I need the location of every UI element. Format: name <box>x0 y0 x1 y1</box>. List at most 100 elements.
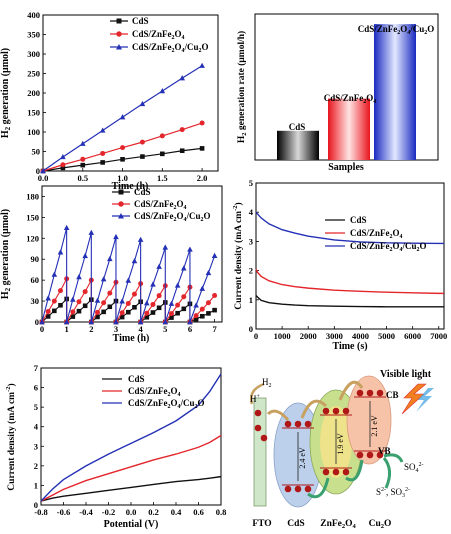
data-point <box>40 168 46 174</box>
data-point <box>80 162 86 168</box>
data-point <box>181 306 187 312</box>
data-point <box>179 75 186 81</box>
data-point <box>150 281 156 287</box>
light-bolt-icon-2 <box>416 388 434 412</box>
data-point <box>119 298 125 304</box>
panel-e-xlabel: Potential (V) <box>104 519 159 530</box>
x-tick-label: 0.5 <box>77 173 88 183</box>
data-point <box>175 310 180 316</box>
series-line <box>255 211 444 245</box>
panel-a-ylabel: H2 generation (μmol) <box>0 48 12 138</box>
series-line <box>40 373 222 502</box>
data-point <box>179 127 185 133</box>
data-point <box>113 319 119 325</box>
panel-a-frame <box>42 14 219 172</box>
legend-label-znfe: CdS/ZnFe2O4 <box>350 228 403 240</box>
data-point <box>169 315 174 320</box>
panel-b-xlabel: Samples <box>328 162 364 173</box>
data-point <box>82 289 88 295</box>
data-point <box>119 314 125 320</box>
data-point <box>143 300 150 306</box>
data-point <box>206 311 211 316</box>
x-tick-label: 6 <box>188 324 192 334</box>
data-point <box>63 224 70 231</box>
cu2o-band <box>346 375 392 465</box>
data-point <box>101 309 106 315</box>
y-tick-label: 2 <box>34 461 38 471</box>
data-point <box>63 319 70 325</box>
light-bolt-icon <box>401 383 427 415</box>
y-tick-label: 250 <box>27 69 40 79</box>
data-point <box>156 305 162 311</box>
x-tick-label: 2.0 <box>197 173 208 183</box>
data-point <box>107 304 113 310</box>
legend-marker-cds <box>116 18 122 24</box>
data-point <box>160 151 165 157</box>
data-point <box>70 309 76 315</box>
data-point <box>107 255 113 262</box>
x-tick-label: -0.8 <box>34 507 47 517</box>
data-point <box>120 145 126 151</box>
data-point <box>100 160 105 165</box>
gap-arrows <box>297 401 371 481</box>
data-point <box>94 309 100 315</box>
data-point <box>199 120 205 126</box>
x-tick-label: 1.0 <box>117 173 128 183</box>
y-tick-label: 90 <box>31 254 40 264</box>
legend-label-cds: CdS <box>134 187 151 197</box>
label-fto: FTO <box>252 519 271 529</box>
x-tick-label: 0 <box>254 331 258 341</box>
series-line <box>41 227 216 323</box>
y-tick-label: 3 <box>34 441 38 451</box>
x-tick-label: 3000 <box>326 331 343 341</box>
x-tick-label: 5 <box>163 324 167 334</box>
data-point <box>45 295 51 301</box>
data-point <box>139 100 146 107</box>
data-point <box>94 297 101 303</box>
legend-marker-cds <box>118 189 124 195</box>
series-line <box>255 268 444 295</box>
data-point <box>131 291 137 297</box>
so4-label: SO42- <box>404 462 424 474</box>
y-tick-label: 0 <box>35 317 39 327</box>
x-tick-label: 1 <box>65 324 69 334</box>
x-tick-label: 6000 <box>404 331 421 341</box>
data-point <box>187 246 193 252</box>
legend-label-cu2o: CdS/ZnFe2O4/Cu2O <box>350 241 427 253</box>
bar <box>277 130 319 160</box>
data-point <box>179 148 185 154</box>
data-point <box>76 274 82 280</box>
y-tick-label: 6 <box>34 383 38 393</box>
y-tick-label: 0 <box>249 324 253 334</box>
panel-d-xlabel: Time (s) <box>332 341 367 352</box>
x-tick-label: 4 <box>139 324 144 334</box>
y-tick-label: 2 <box>249 266 253 276</box>
y-tick-label: 350 <box>27 30 40 40</box>
data-point <box>162 319 169 325</box>
y-tick-label: 50 <box>32 147 41 157</box>
panel-d-legend: CdS CdS/ZnFe2O4 CdS/ZnFe2O4/Cu2O <box>325 215 427 253</box>
x-tick-label: 4000 <box>352 331 369 341</box>
y-tick-label: 200 <box>27 88 40 98</box>
hole-transfer-arrows <box>307 453 404 499</box>
legend-label-cu2o: CdS/ZnFe2O4/Cu2O <box>132 42 209 54</box>
bar-label-cu2o: CdS/ZnFe2O4/Cu2O <box>358 24 435 36</box>
y-tick-label: 5 <box>249 178 253 188</box>
data-point <box>95 314 100 320</box>
data-point <box>51 298 57 304</box>
data-point <box>79 140 86 146</box>
data-point <box>119 114 126 120</box>
data-point <box>205 300 211 306</box>
panel-c-legend: CdS CdS/ZnFe2O4 CdS/ZnFe2O4/Cu2O <box>112 187 211 223</box>
data-point <box>131 258 138 264</box>
x-tick-label: 2 <box>89 324 93 334</box>
gap-label-cds: 2.4 eV <box>298 447 307 469</box>
h2-label: H2 <box>262 377 272 389</box>
data-point <box>168 300 175 306</box>
x-tick-label: 0.0 <box>38 173 49 183</box>
panel-d-frame <box>255 182 445 330</box>
y-tick-label: 400 <box>27 10 40 20</box>
band-edges <box>282 396 386 486</box>
data-point <box>187 319 193 325</box>
